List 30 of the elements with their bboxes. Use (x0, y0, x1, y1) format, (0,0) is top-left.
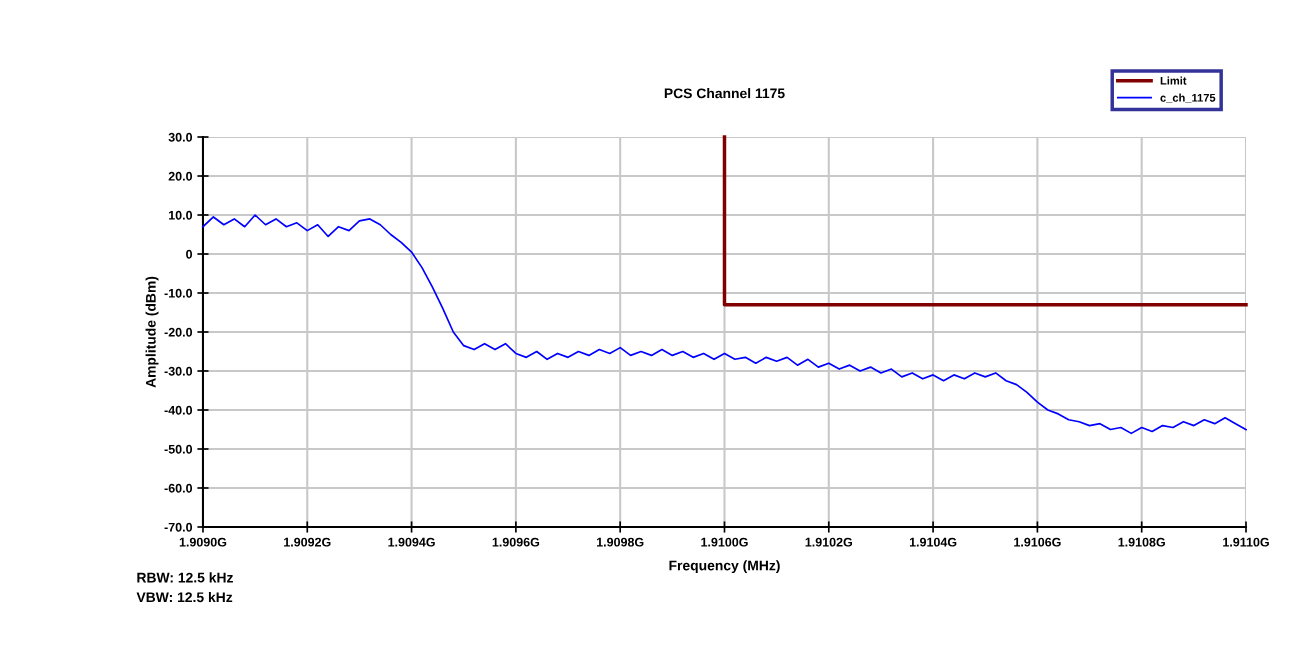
chart-title: PCS Channel 1175 (664, 88, 785, 99)
x-tick-label: 1.9106G (1014, 537, 1061, 547)
x-tick-label: 1.9100G (701, 537, 748, 547)
x-axis-title: Frequency (MHz) (669, 560, 780, 574)
y-tick-label: 0 (186, 249, 193, 259)
y-tick-label: 20.0 (168, 171, 193, 181)
y-tick-label: -10.0 (164, 288, 193, 298)
x-tick-label: 1.9092G (284, 537, 331, 547)
y-tick-label: 30.0 (168, 132, 193, 142)
y-tick-label: 10.0 (169, 210, 193, 220)
y-tick-label: -50.0 (164, 444, 193, 454)
legend-label: Limit (1160, 76, 1187, 85)
text: VBW: 12.5 kHz (136, 591, 233, 603)
x-tick-label: 1.9108G (1118, 537, 1165, 547)
legend-label: c_ch_1175 (1160, 93, 1216, 103)
x-tick-label: 1.9102G (805, 537, 852, 547)
x-tick-label: 1.9110G (1223, 537, 1269, 547)
y-axis-title: Amplitude (dBm) (145, 276, 159, 388)
y-tick-label: -30.0 (164, 366, 193, 376)
x-tick-label: 1.9090G (179, 537, 227, 547)
x-tick-label: 1.9094G (388, 537, 435, 547)
x-tick-label: 1.9096G (492, 537, 540, 547)
line-series (202, 214, 1247, 435)
text: RBW: 12.5 kHz (137, 572, 233, 583)
y-tick-label: -60.0 (164, 483, 193, 493)
y-tick-label: -40.0 (164, 405, 193, 415)
x-tick-label: 1.9104G (909, 537, 957, 547)
x-tick-label: 1.9098G (596, 537, 644, 547)
y-tick-label: -20.0 (164, 327, 193, 337)
y-tick-label: -70.0 (164, 522, 193, 532)
